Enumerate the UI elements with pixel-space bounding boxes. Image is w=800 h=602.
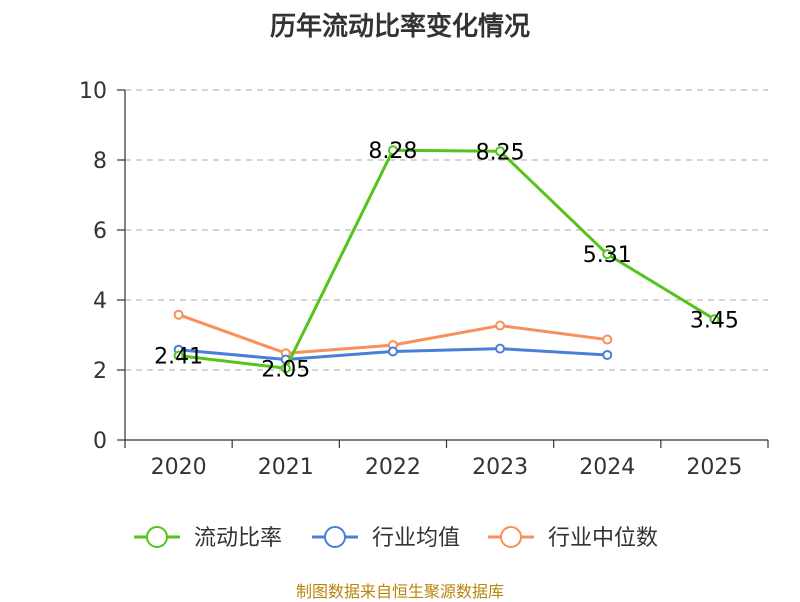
- data-point: [495, 146, 506, 157]
- data-point: [173, 309, 184, 320]
- legend-label: 流动比率: [194, 526, 282, 551]
- data-label: 2.41: [154, 345, 203, 370]
- x-tick-label: 2025: [686, 455, 742, 480]
- legend-label: 行业均值: [372, 526, 460, 551]
- y-tick-label: 8: [93, 149, 107, 174]
- x-tick-label: 2023: [472, 455, 528, 480]
- data-point: [495, 343, 506, 354]
- data-label: 2.05: [261, 357, 310, 382]
- y-tick-label: 4: [93, 289, 107, 314]
- series-line: [178, 148, 716, 370]
- y-tick-label: 0: [93, 429, 107, 454]
- legend-marker: [146, 526, 168, 548]
- x-tick-label: 2024: [579, 455, 635, 480]
- data-point: [387, 145, 398, 156]
- y-tick-label: 2: [93, 359, 107, 384]
- x-tick-label: 2020: [151, 455, 207, 480]
- data-point: [495, 320, 506, 331]
- source-note: 制图数据来自恒生聚源数据库: [295, 582, 504, 601]
- data-point: [602, 349, 613, 360]
- data-point: [387, 346, 398, 357]
- data-label: 8.28: [368, 139, 417, 164]
- data-point: [173, 350, 184, 361]
- legend-marker: [324, 526, 346, 548]
- legend-marker: [500, 526, 522, 548]
- y-tick-label: 10: [79, 79, 107, 104]
- chart-title: 历年流动比率变化情况: [269, 12, 530, 42]
- x-tick-label: 2022: [365, 455, 421, 480]
- data-point: [602, 249, 613, 260]
- x-tick-label: 2021: [258, 455, 314, 480]
- y-tick-label: 6: [93, 219, 107, 244]
- legend-label: 行业中位数: [548, 526, 658, 551]
- data-point: [709, 314, 720, 325]
- data-point: [280, 363, 291, 374]
- data-label: 5.31: [583, 243, 632, 268]
- data-label: 8.25: [476, 140, 525, 165]
- data-label: 3.45: [690, 308, 739, 333]
- data-point: [602, 334, 613, 345]
